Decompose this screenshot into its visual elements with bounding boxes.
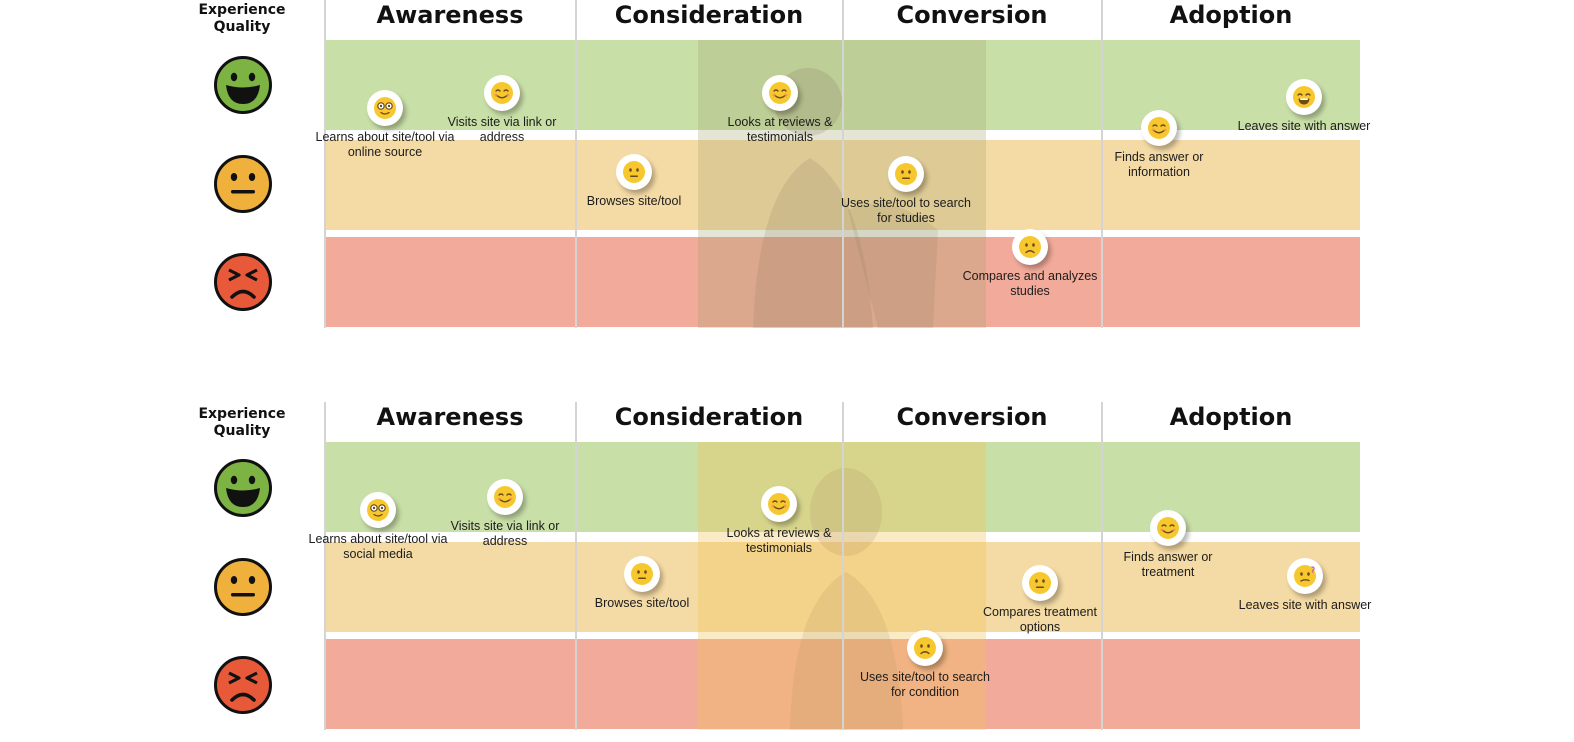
thinking-face-icon bbox=[1294, 565, 1316, 587]
stage-conversion: Conversion bbox=[896, 403, 1048, 431]
stage-consideration: Consideration bbox=[614, 403, 804, 431]
journey-step: Learns about site/tool via social media bbox=[308, 492, 448, 562]
smiling-face-icon bbox=[1148, 117, 1170, 139]
journey-step: Finds answer or treatment bbox=[1098, 510, 1238, 580]
journey-step: Finds answer or information bbox=[1089, 110, 1229, 180]
stage-divider bbox=[324, 0, 326, 328]
stage-awareness: Awareness bbox=[376, 1, 524, 29]
stage-divider bbox=[575, 0, 577, 328]
stage-divider bbox=[842, 402, 844, 730]
smiling-face-icon bbox=[769, 82, 791, 104]
smiling-face-icon bbox=[494, 486, 516, 508]
nerd-face-icon bbox=[367, 499, 389, 521]
journey-step: Uses site/tool to search for studies bbox=[836, 156, 976, 226]
journey-map-2: Experience Quality Awareness Considerati… bbox=[0, 402, 1574, 742]
stage-conversion: Conversion bbox=[896, 1, 1048, 29]
journey-step: Uses site/tool to search for condition bbox=[855, 630, 995, 700]
journey-step: Learns about site/tool via online source bbox=[315, 90, 455, 160]
stage-divider bbox=[1101, 402, 1103, 730]
journey-step: Browses site/tool bbox=[572, 556, 712, 611]
stage-divider bbox=[324, 402, 326, 730]
neutral-face-icon bbox=[214, 155, 272, 213]
journey-step: Visits site via link or address bbox=[432, 75, 572, 145]
grinning-face-icon bbox=[1293, 86, 1315, 108]
happy-face-icon bbox=[214, 56, 272, 114]
angry-face-icon bbox=[214, 253, 272, 311]
neutral-face-icon bbox=[214, 558, 272, 616]
neutral-face-icon bbox=[1029, 572, 1051, 594]
journey-step: Leaves site with answer bbox=[1234, 79, 1374, 134]
journey-step: Looks at reviews & testimonials bbox=[710, 75, 850, 145]
stage-divider bbox=[842, 0, 844, 328]
stage-divider bbox=[1101, 0, 1103, 328]
smiling-face-icon bbox=[491, 82, 513, 104]
neutral-face-icon bbox=[895, 163, 917, 185]
journey-step: Browses site/tool bbox=[564, 154, 704, 209]
neutral-face-icon bbox=[623, 161, 645, 183]
journey-step: Visits site via link or address bbox=[435, 479, 575, 549]
angry-face-icon bbox=[214, 656, 272, 714]
frowning-face-icon bbox=[1019, 236, 1041, 258]
journey-map-1: Experience Quality Awareness Considerati… bbox=[0, 0, 1574, 340]
journey-step: Leaves site with answer bbox=[1235, 558, 1375, 613]
nerd-face-icon bbox=[374, 97, 396, 119]
experience-quality-label: Experience Quality bbox=[198, 406, 286, 439]
experience-quality-label: Experience Quality bbox=[198, 2, 286, 35]
stage-adoption: Adoption bbox=[1169, 1, 1293, 29]
stage-divider bbox=[575, 402, 577, 730]
stage-adoption: Adoption bbox=[1169, 403, 1293, 431]
happy-face-icon bbox=[214, 459, 272, 517]
frowning-face-icon bbox=[914, 637, 936, 659]
neutral-face-icon bbox=[631, 563, 653, 585]
journey-step: Compares treatment options bbox=[970, 565, 1110, 635]
smiling-face-icon bbox=[768, 493, 790, 515]
smiling-face-icon bbox=[1157, 517, 1179, 539]
journey-step: Compares and analyzes studies bbox=[960, 229, 1100, 299]
journey-step: Looks at reviews & testimonials bbox=[709, 486, 849, 556]
stage-consideration: Consideration bbox=[614, 1, 804, 29]
stage-awareness: Awareness bbox=[376, 403, 524, 431]
